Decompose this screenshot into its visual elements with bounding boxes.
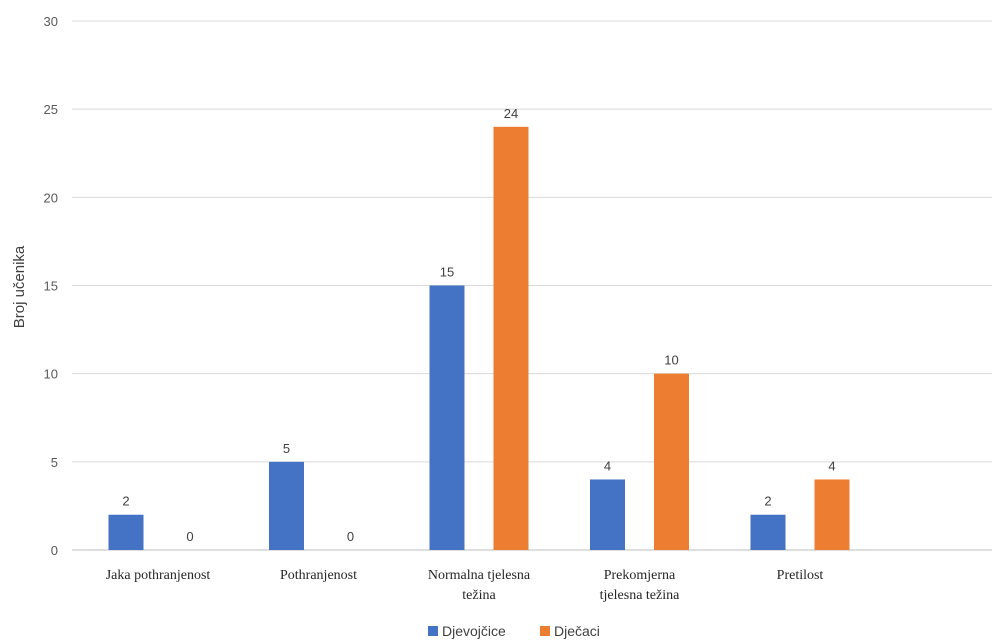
x-category-label: težina — [462, 588, 496, 603]
grid-lines — [72, 20, 992, 551]
bars — [108, 126, 850, 551]
data-label: 2 — [764, 494, 771, 509]
bar-djecaci — [654, 373, 689, 550]
bar-djevojcice — [590, 479, 625, 550]
data-label: 0 — [186, 529, 193, 544]
y-tick-label: 30 — [44, 14, 58, 29]
y-tick-label: 15 — [44, 279, 58, 294]
y-tick-label: 25 — [44, 102, 58, 117]
data-label: 15 — [440, 265, 454, 280]
x-category-label: Pretilost — [777, 568, 824, 583]
y-tick-label: 10 — [44, 367, 58, 382]
bar-djevojcice — [750, 514, 786, 550]
x-category-label: Jaka pothranjenost — [106, 568, 211, 583]
y-axis-ticks: 0 5 10 15 20 25 30 — [44, 14, 58, 558]
data-label: 0 — [347, 529, 354, 544]
bar-djecaci — [814, 479, 850, 550]
data-label: 24 — [504, 106, 518, 121]
legend-label: Dječaci — [554, 623, 600, 639]
x-category-label: Pothranjenost — [280, 568, 357, 583]
x-category-label: Prekomjerna — [604, 568, 676, 583]
bar-djecaci — [493, 126, 529, 551]
legend-swatch — [540, 626, 550, 636]
legend-swatch — [428, 626, 438, 636]
data-label: 5 — [283, 441, 290, 456]
bar-djevojcice — [429, 285, 465, 550]
bar-djevojcice — [108, 514, 144, 550]
x-category-label: Normalna tjelesna — [428, 568, 531, 583]
data-label: 4 — [604, 458, 611, 473]
x-category-label: tjelesna težina — [600, 588, 680, 603]
bar-djevojcice — [269, 461, 304, 550]
data-label: 10 — [664, 353, 678, 368]
y-tick-label: 0 — [51, 543, 58, 558]
legend-label: Djevojčice — [442, 623, 506, 639]
y-tick-label: 5 — [51, 455, 58, 470]
y-tick-label: 20 — [44, 190, 58, 205]
data-label: 2 — [122, 494, 129, 509]
data-label: 4 — [828, 458, 835, 473]
x-axis-categories: Jaka pothranjenost Pothranjenost Normalna … — [106, 568, 824, 603]
y-axis-title: Broj učenika — [11, 245, 28, 328]
legend: Djevojčice Dječaci — [428, 623, 600, 639]
